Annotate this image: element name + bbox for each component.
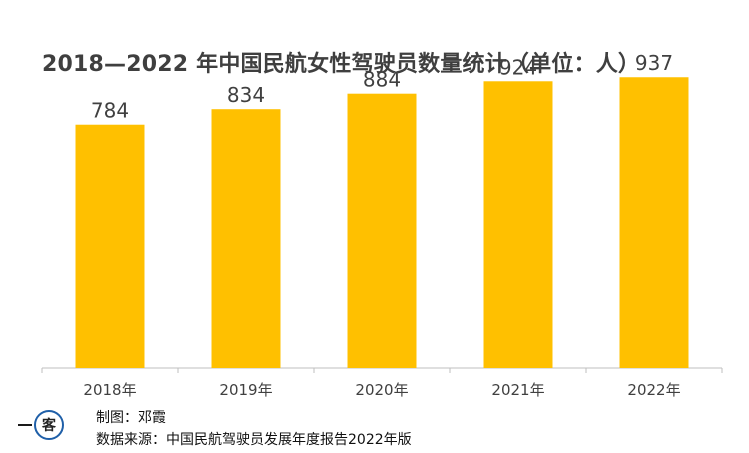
- data-label-5: 937: [635, 51, 673, 75]
- x-tick-label-2: 2019年: [219, 381, 272, 399]
- bar-2: [211, 109, 281, 368]
- bar-5: [619, 77, 689, 368]
- x-tick-label-4: 2021年: [491, 381, 544, 399]
- bar-1: [75, 124, 145, 369]
- data-label-1: 784: [91, 99, 129, 123]
- data-label-2: 834: [227, 83, 265, 107]
- data-label-3: 884: [363, 68, 401, 92]
- x-tick-label-5: 2022年: [627, 381, 680, 399]
- x-tick-label-1: 2018年: [83, 381, 136, 399]
- bar-3: [347, 93, 417, 369]
- logo: 客: [18, 410, 64, 440]
- chart-title: 2018—2022 年中国民航女性驾驶员数量统计（单位：人）: [42, 52, 641, 77]
- data-label-4: 924: [499, 55, 537, 79]
- data-source: 数据来源：中国民航驾驶员发展年度报告2022年版: [96, 432, 412, 448]
- bar-4: [483, 81, 553, 368]
- x-tick-label-3: 2020年: [355, 381, 408, 399]
- chart-author: 制图：邓霞: [96, 410, 166, 426]
- logo-text: 客: [41, 417, 57, 434]
- bar-chart: 784 2018年 834 2019年 884 2020年 924 2021年 937 2022年: [41, 51, 723, 399]
